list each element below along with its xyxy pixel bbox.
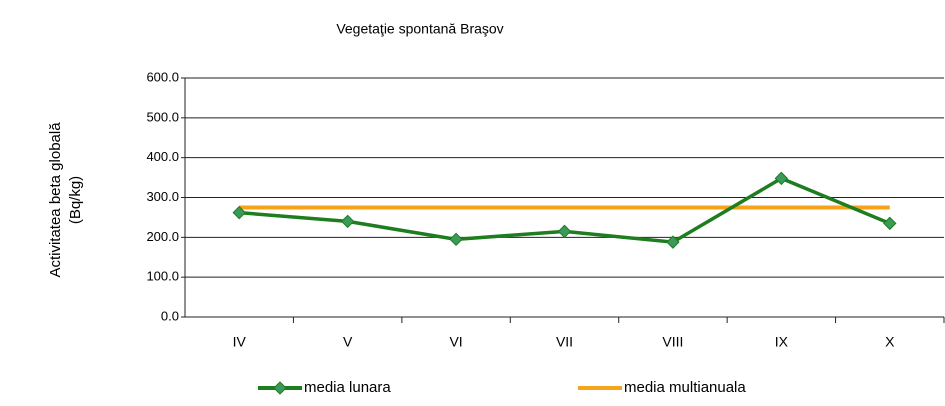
y-tick-label: 300.0 xyxy=(146,189,179,204)
data-point xyxy=(883,216,897,231)
legend-label: media multianuala xyxy=(624,379,746,396)
data-point xyxy=(666,235,680,249)
y-tick-label: 100.0 xyxy=(146,269,179,284)
y-tick-label: 500.0 xyxy=(146,109,179,124)
chart-title: Vegetaţie spontană Braşov xyxy=(336,21,503,37)
x-tick-label: VIII xyxy=(662,334,683,350)
x-tick-label: VII xyxy=(556,334,573,350)
x-tick-label: V xyxy=(343,334,353,350)
data-point xyxy=(774,171,789,186)
data-point xyxy=(557,224,572,239)
data-point xyxy=(449,232,463,247)
data-point xyxy=(340,214,355,229)
y-tick-label: 200.0 xyxy=(146,229,179,244)
x-tick-label: VI xyxy=(449,334,462,350)
y-tick-label: 400.0 xyxy=(146,149,179,164)
legend-marker xyxy=(273,381,287,395)
y-axis-label: Activitatea beta globală xyxy=(47,122,64,278)
legend-label: media lunara xyxy=(304,379,391,396)
x-tick-label: IX xyxy=(775,334,789,350)
y-tick-label: 0.0 xyxy=(161,308,179,323)
x-tick-label: IV xyxy=(233,334,247,350)
y-tick-label: 600.0 xyxy=(146,69,179,84)
y-axis-label: (Bq/kg) xyxy=(67,176,84,224)
data-point xyxy=(232,205,246,220)
x-tick-label: X xyxy=(885,334,895,350)
